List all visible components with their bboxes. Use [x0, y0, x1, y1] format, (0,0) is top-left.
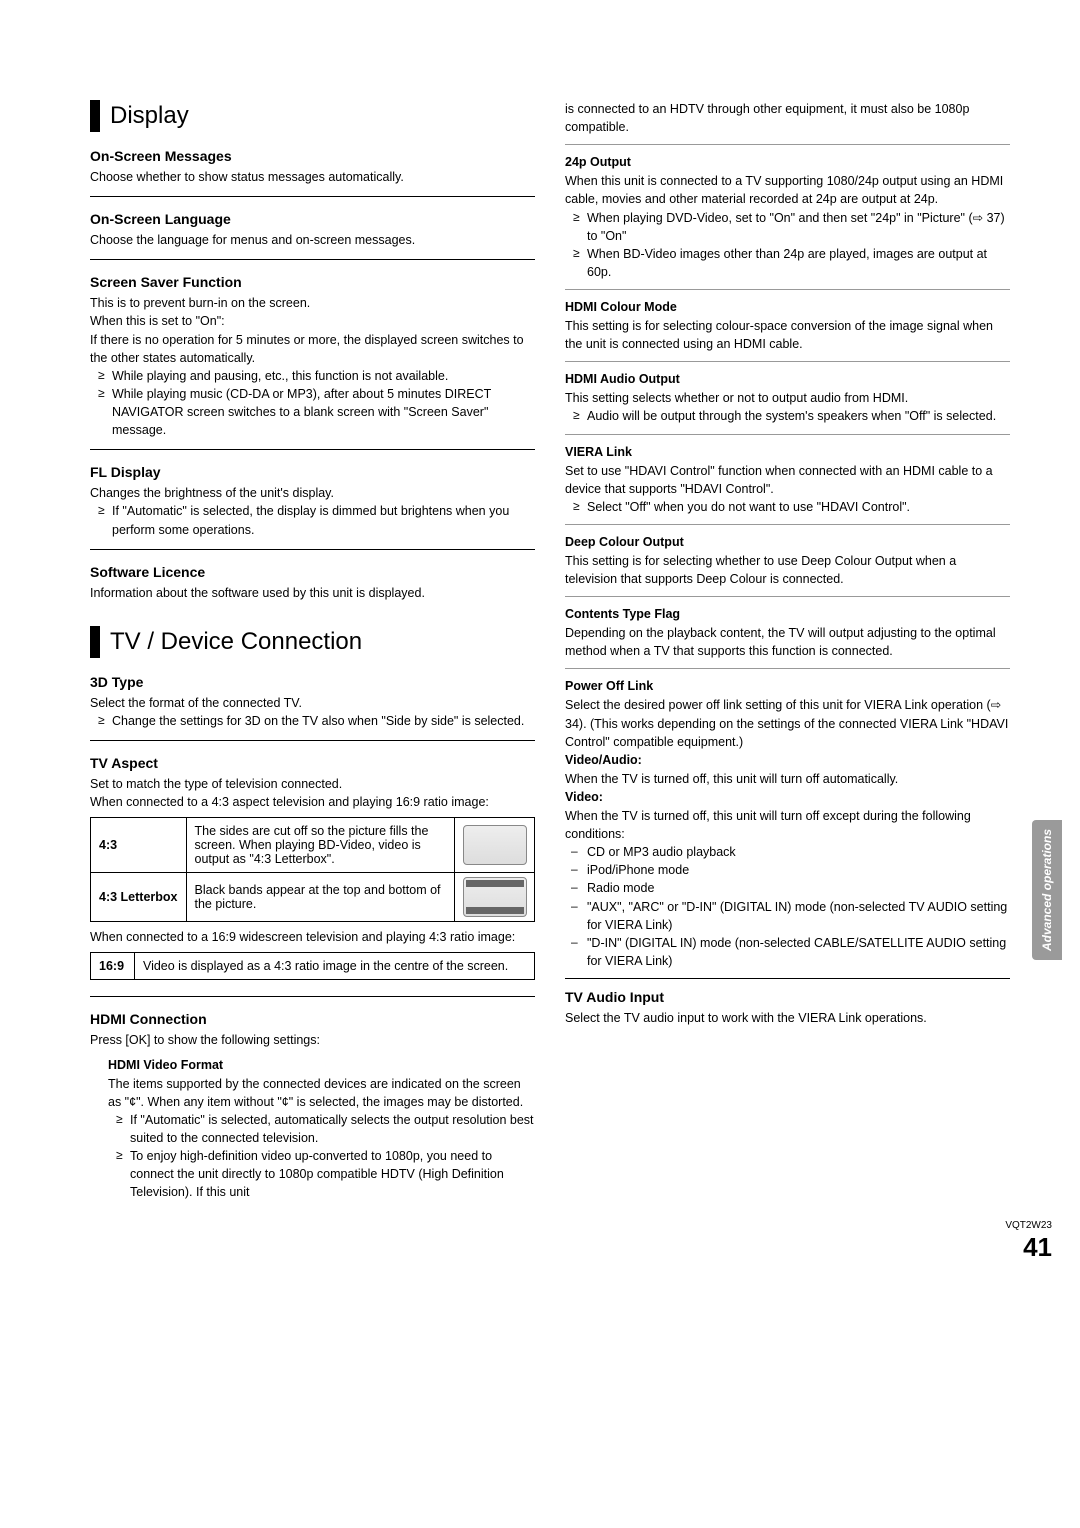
- text: Depending on the playback content, the T…: [565, 624, 1010, 660]
- side-tab: Advanced operations: [1032, 820, 1062, 960]
- title: On-Screen Messages: [90, 148, 535, 164]
- sub-deep-colour: Deep Colour Output This setting is for s…: [565, 535, 1010, 597]
- text: This is to prevent burn-in on the screen…: [90, 294, 535, 312]
- sub-title: HDMI Audio Output: [565, 372, 1010, 386]
- text: When the TV is turned off, this unit wil…: [565, 770, 1010, 788]
- text: When this is set to "On":: [90, 312, 535, 330]
- title: TV Audio Input: [565, 989, 1010, 1005]
- row-text: The sides are cut off so the picture fil…: [186, 818, 455, 873]
- text: This setting is for selecting whether to…: [565, 552, 1010, 588]
- sub-title: VIERA Link: [565, 445, 1010, 459]
- sub-hdmi-audio-output: HDMI Audio Output This setting selects w…: [565, 372, 1010, 434]
- sub-hdmi-video-format: HDMI Video Format The items supported by…: [108, 1058, 535, 1210]
- text: This setting is for selecting colour-spa…: [565, 317, 1010, 353]
- bullet: When playing DVD-Video, set to "On" and …: [577, 209, 1010, 245]
- sub-24p-output: 24p Output When this unit is connected t…: [565, 155, 1010, 290]
- heading-bar: [90, 100, 100, 132]
- bullet: When BD-Video images other than 24p are …: [577, 245, 1010, 281]
- bullet: If "Automatic" is selected, automaticall…: [120, 1111, 535, 1147]
- inline-title: Video:: [565, 790, 1010, 804]
- sub-title: Deep Colour Output: [565, 535, 1010, 549]
- sub-contents-type-flag: Contents Type Flag Depending on the play…: [565, 607, 1010, 669]
- row-text: Black bands appear at the top and bottom…: [186, 873, 455, 922]
- heading-bar: [90, 626, 100, 658]
- sub-hdmi-colour-mode: HDMI Colour Mode This setting is for sel…: [565, 300, 1010, 362]
- continued-text: is connected to an HDTV through other eq…: [565, 100, 1010, 145]
- section-3d-type: 3D Type Select the format of the connect…: [90, 674, 535, 741]
- section-software-licence: Software Licence Information about the s…: [90, 564, 535, 612]
- text: Set to match the type of television conn…: [90, 775, 535, 793]
- dash-item: "AUX", "ARC" or "D-IN" (DIGITAL IN) mode…: [577, 898, 1010, 934]
- bullet: To enjoy high-definition video up-conver…: [120, 1147, 535, 1201]
- sub-viera-link: VIERA Link Set to use "HDAVI Control" fu…: [565, 445, 1010, 525]
- doc-code: VQT2W23: [1005, 1220, 1052, 1231]
- left-column: Display On-Screen Messages Choose whethe…: [90, 100, 535, 1243]
- sub-power-off-link: Power Off Link Select the desired power …: [565, 679, 1010, 979]
- sub-title: HDMI Colour Mode: [565, 300, 1010, 314]
- text: Select the format of the connected TV.: [90, 694, 535, 712]
- right-column: is connected to an HDTV through other eq…: [565, 100, 1010, 1243]
- row-label: 4:3: [91, 818, 187, 873]
- sub-title: HDMI Video Format: [108, 1058, 535, 1072]
- text: Select the desired power off link settin…: [565, 696, 1010, 750]
- sub-title: Power Off Link: [565, 679, 1010, 693]
- bullet: Change the settings for 3D on the TV als…: [102, 712, 535, 730]
- title: TV Aspect: [90, 755, 535, 771]
- heading-text: TV / Device Connection: [110, 628, 362, 656]
- aspect-table-1: 4:3 The sides are cut off so the picture…: [90, 817, 535, 922]
- dash-item: Radio mode: [577, 879, 1010, 897]
- title: On-Screen Language: [90, 211, 535, 227]
- row-image: [455, 818, 535, 873]
- text: Set to use "HDAVI Control" function when…: [565, 462, 1010, 498]
- text: Changes the brightness of the unit's dis…: [90, 484, 535, 502]
- text: The items supported by the connected dev…: [108, 1075, 535, 1111]
- section-fl-display: FL Display Changes the brightness of the…: [90, 464, 535, 549]
- note: When connected to a 16:9 widescreen tele…: [90, 928, 535, 946]
- bullet: While playing music (CD-DA or MP3), afte…: [102, 385, 535, 439]
- row-text: Video is displayed as a 4:3 ratio image …: [134, 953, 534, 980]
- bullet: Select "Off" when you do not want to use…: [577, 498, 1010, 516]
- dash-item: CD or MP3 audio playback: [577, 843, 1010, 861]
- text: If there is no operation for 5 minutes o…: [90, 331, 535, 367]
- title: FL Display: [90, 464, 535, 480]
- tv-icon: [463, 877, 527, 917]
- sub-title: 24p Output: [565, 155, 1010, 169]
- bullet: Audio will be output through the system'…: [577, 407, 1010, 425]
- side-tab-label: Advanced operations: [1040, 829, 1054, 951]
- section-hdmi-connection: HDMI Connection Press [OK] to show the f…: [90, 1011, 535, 1229]
- row-image: [455, 873, 535, 922]
- text: Information about the software used by t…: [90, 584, 535, 602]
- dash-item: "D-IN" (DIGITAL IN) mode (non-selected C…: [577, 934, 1010, 970]
- aspect-table-2: 16:9 Video is displayed as a 4:3 ratio i…: [90, 952, 535, 980]
- text: This setting selects whether or not to o…: [565, 389, 1010, 407]
- dash-item: iPod/iPhone mode: [577, 861, 1010, 879]
- page-number: 41: [1023, 1232, 1052, 1263]
- title: Software Licence: [90, 564, 535, 580]
- row-label: 16:9: [91, 953, 135, 980]
- tv-icon: [463, 825, 527, 865]
- heading-text: Display: [110, 102, 189, 130]
- text: When connected to a 4:3 aspect televisio…: [90, 793, 535, 811]
- title: 3D Type: [90, 674, 535, 690]
- section-on-screen-messages: On-Screen Messages Choose whether to sho…: [90, 148, 535, 197]
- section-tv-aspect: TV Aspect Set to match the type of telev…: [90, 755, 535, 997]
- heading-display: Display: [90, 100, 535, 132]
- row-label: 4:3 Letterbox: [91, 873, 187, 922]
- heading-tv-device: TV / Device Connection: [90, 626, 535, 658]
- section-screen-saver: Screen Saver Function This is to prevent…: [90, 274, 535, 450]
- text: Choose the language for menus and on-scr…: [90, 231, 535, 249]
- text: Press [OK] to show the following setting…: [90, 1031, 535, 1049]
- section-tv-audio-input: TV Audio Input Select the TV audio input…: [565, 989, 1010, 1037]
- sub-title: Contents Type Flag: [565, 607, 1010, 621]
- section-on-screen-language: On-Screen Language Choose the language f…: [90, 211, 535, 260]
- text: Select the TV audio input to work with t…: [565, 1009, 1010, 1027]
- text: When the TV is turned off, this unit wil…: [565, 807, 1010, 843]
- text: Choose whether to show status messages a…: [90, 168, 535, 186]
- bullet: While playing and pausing, etc., this fu…: [102, 367, 535, 385]
- title: HDMI Connection: [90, 1011, 535, 1027]
- text: When this unit is connected to a TV supp…: [565, 172, 1010, 208]
- bullet: If "Automatic" is selected, the display …: [102, 502, 535, 538]
- title: Screen Saver Function: [90, 274, 535, 290]
- inline-title: Video/Audio:: [565, 753, 1010, 767]
